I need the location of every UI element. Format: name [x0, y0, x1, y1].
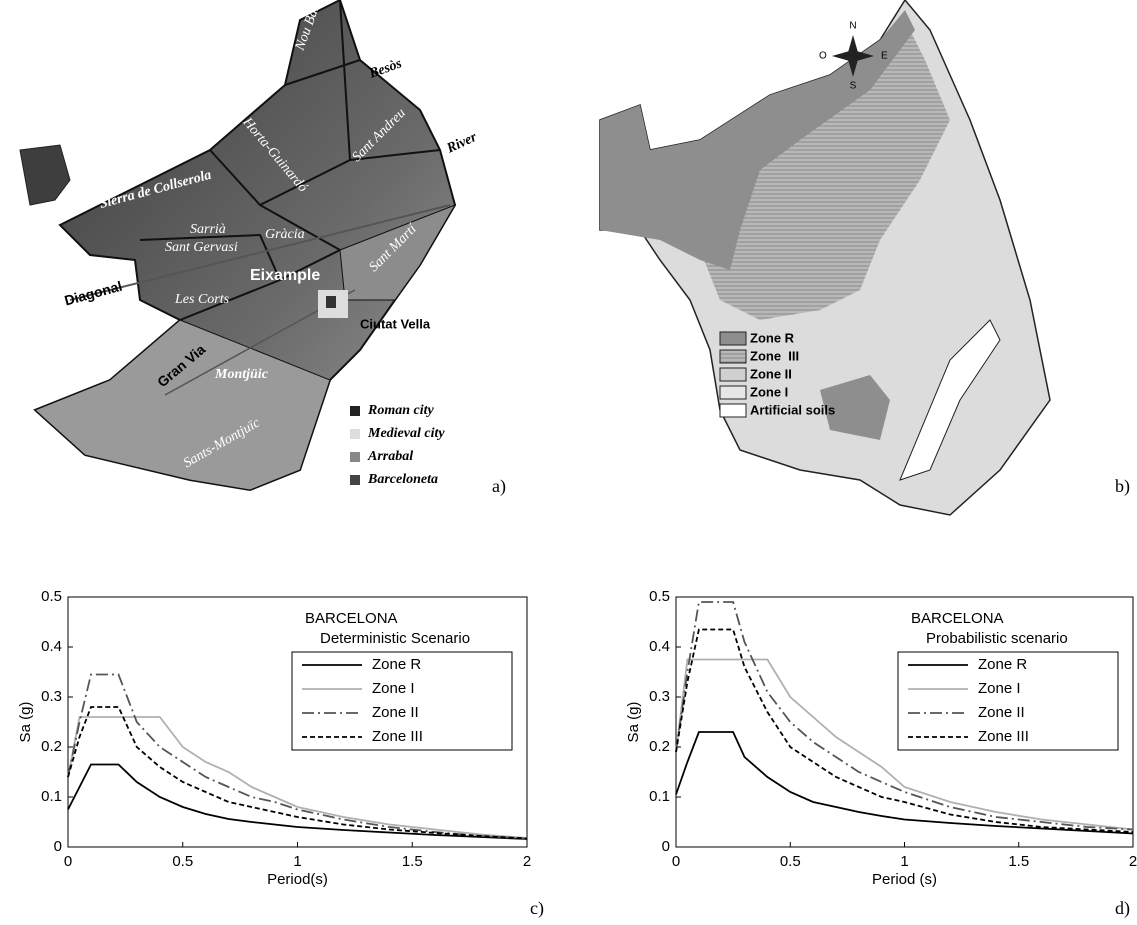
y-tick-label: 0: [662, 838, 670, 855]
y-tick-label: 0.4: [649, 638, 670, 655]
legend-label: Artificial soils: [750, 402, 835, 417]
legend-label: Medieval city: [367, 426, 445, 441]
y-tick-label: 0.1: [649, 788, 670, 805]
series-line: [68, 765, 527, 840]
legend-label: Zone I: [978, 680, 1021, 697]
map-b: N S E O Zone R Zone III Zone II Zone I A…: [600, 0, 1050, 515]
figure: Nou Barris Besòs River Horta-Guinardó Sa…: [0, 0, 1137, 925]
legend-label: Zone I: [750, 384, 788, 399]
x-tick-label: 2: [1129, 853, 1137, 870]
compass-label: O: [819, 51, 827, 62]
y-tick-label: 0.4: [41, 638, 62, 655]
legend-swatch: [720, 350, 746, 363]
x-tick-label: 1.5: [402, 853, 423, 870]
map-label: Besòs: [366, 56, 404, 82]
map-land: [20, 145, 70, 205]
map-a: Nou Barris Besòs River Horta-Guinardó Sa…: [20, 0, 480, 490]
y-tick-label: 0.5: [41, 588, 62, 605]
legend-label: Zone R: [978, 656, 1027, 673]
legend-swatch: [350, 452, 360, 462]
legend-swatch: [720, 368, 746, 381]
x-tick-label: 0.5: [172, 853, 193, 870]
legend-swatch: [720, 332, 746, 345]
legend-swatch: [350, 429, 360, 439]
map-label: Ciutat Vella: [360, 316, 431, 331]
map-label: Eixample: [250, 267, 320, 284]
x-axis-label: Period(s): [267, 871, 328, 888]
legend-label: Zone III: [978, 728, 1029, 745]
y-axis-label: Sa (g): [625, 702, 642, 743]
legend-label: Barceloneta: [367, 472, 438, 487]
compass-label: E: [881, 51, 888, 62]
x-tick-label: 0: [64, 853, 72, 870]
y-tick-label: 0.2: [41, 738, 62, 755]
chart-title: BARCELONA: [911, 610, 1004, 627]
x-tick-label: 1: [900, 853, 908, 870]
legend-label: Arrabal: [367, 449, 413, 464]
legend-label: Zone I: [372, 680, 415, 697]
panel-label: c): [530, 898, 544, 919]
chart-subtitle: Probabilistic scenario: [926, 630, 1068, 647]
panel-label: b): [1115, 476, 1130, 497]
y-axis-label: Sa (g): [17, 702, 34, 743]
map-label: Sant Gervasi: [165, 240, 238, 255]
legend-label: Roman city: [367, 403, 435, 418]
compass-label: N: [849, 21, 856, 32]
map-label: Diagonal: [63, 278, 124, 309]
y-tick-label: 0: [54, 838, 62, 855]
legend-label: Zone II: [978, 704, 1025, 721]
panel-label: a): [492, 476, 506, 497]
legend-label: Zone III: [372, 728, 423, 745]
x-axis-label: Period (s): [872, 871, 937, 888]
map-label: Sarrià: [190, 222, 226, 237]
compass-label: S: [850, 81, 857, 92]
panel-label: d): [1115, 898, 1130, 919]
legend-label: Zone II: [372, 704, 419, 721]
legend-label: Zone R: [372, 656, 421, 673]
legend-swatch: [720, 404, 746, 417]
legend-swatch: [350, 406, 360, 416]
roman-city: [326, 296, 336, 308]
chart-title: BARCELONA: [305, 610, 398, 627]
y-tick-label: 0.5: [649, 588, 670, 605]
map-label: Montjüic: [214, 367, 269, 382]
x-tick-label: 0: [672, 853, 680, 870]
y-tick-label: 0.2: [649, 738, 670, 755]
y-tick-label: 0.3: [41, 688, 62, 705]
x-tick-label: 2: [523, 853, 531, 870]
map-label: River: [444, 130, 480, 157]
legend-label: Zone II: [750, 366, 792, 381]
legend-label: Zone III: [750, 348, 799, 363]
y-tick-label: 0.1: [41, 788, 62, 805]
map-label: Gràcia: [265, 227, 305, 242]
y-tick-label: 0.3: [649, 688, 670, 705]
x-tick-label: 1: [293, 853, 301, 870]
chart-subtitle: Deterministic Scenario: [320, 630, 470, 647]
x-tick-label: 0.5: [780, 853, 801, 870]
legend-swatch: [350, 475, 360, 485]
map-label: Les Corts: [174, 292, 230, 307]
x-tick-label: 1.5: [1008, 853, 1029, 870]
legend-swatch: [720, 386, 746, 399]
page: { "panel_labels": ["a)", "b)", "c)", "d)…: [0, 0, 1137, 925]
legend-label: Zone R: [750, 330, 795, 345]
